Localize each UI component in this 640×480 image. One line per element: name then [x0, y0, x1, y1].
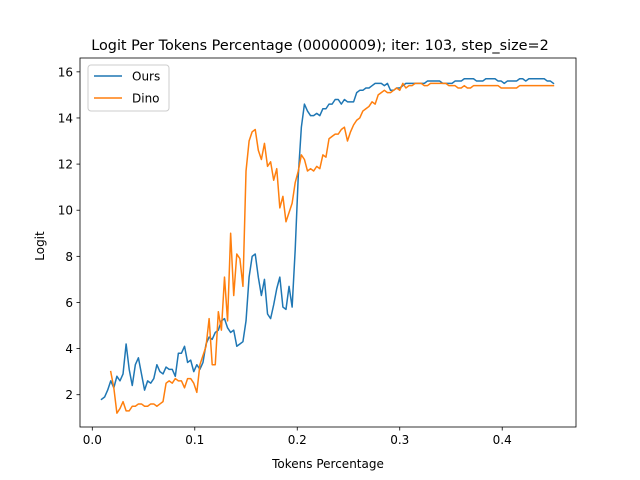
- chart-title: Logit Per Tokens Percentage (00000009); …: [91, 38, 549, 54]
- y-tick-label: 2: [65, 388, 73, 402]
- y-tick-label: 12: [58, 158, 73, 172]
- x-tick-label: 0.3: [390, 433, 409, 447]
- series-line-dino: [109, 82, 555, 414]
- y-tick-label: 16: [58, 65, 73, 79]
- plot-area: [79, 57, 577, 428]
- y-tick-label: 14: [58, 111, 73, 125]
- legend: Ours Dino: [87, 64, 170, 112]
- x-tick-label: 0.0: [83, 433, 102, 447]
- y-axis-ticks: 2 4 6 8 10 12 14 16: [58, 65, 80, 402]
- plot-frame: [79, 57, 577, 428]
- x-tick-label: 0.1: [185, 433, 204, 447]
- plot-background: [80, 58, 576, 427]
- x-axis-ticks: 0.0 0.1 0.2 0.3 0.4: [83, 427, 512, 447]
- y-axis-label: Logit: [33, 231, 47, 261]
- y-tick-label: 8: [65, 250, 73, 264]
- y-tick-label: 6: [65, 296, 73, 310]
- series-line-ours: [100, 78, 555, 401]
- x-tick-label: 0.4: [493, 433, 512, 447]
- x-tick-label: 0.2: [288, 433, 307, 447]
- x-axis-label: Tokens Percentage: [271, 457, 384, 471]
- series-lines: [100, 78, 555, 414]
- legend-label-dino: Dino: [132, 92, 160, 106]
- legend-label-ours: Ours: [132, 70, 160, 84]
- y-tick-label: 10: [58, 204, 73, 218]
- y-tick-label: 4: [65, 342, 73, 356]
